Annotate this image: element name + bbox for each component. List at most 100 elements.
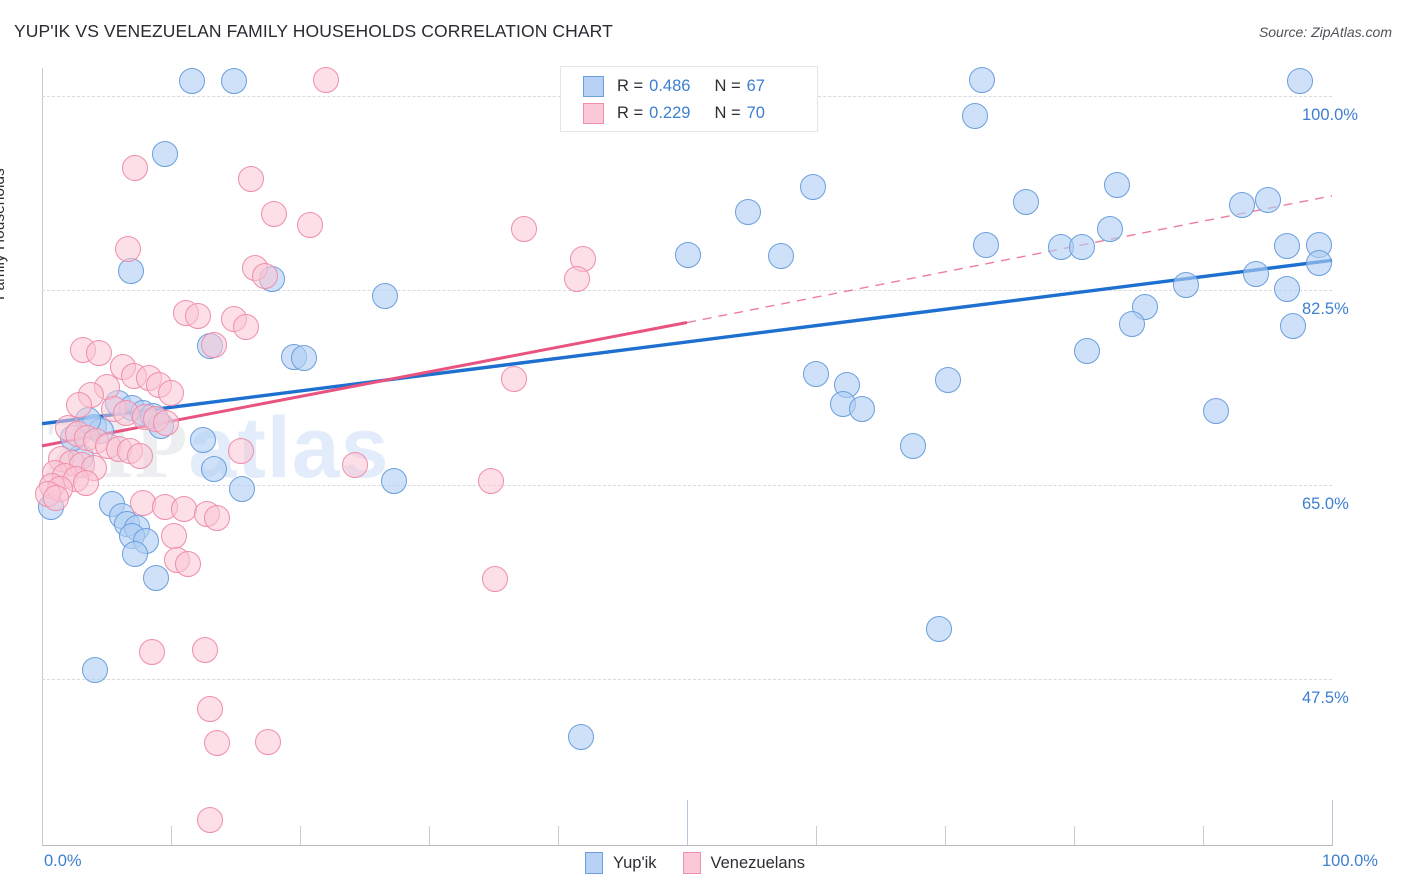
scatter-point[interactable] (297, 211, 324, 238)
r-value-yupik: 0.486 (649, 77, 691, 95)
scatter-point[interactable] (1228, 191, 1255, 218)
scatter-point[interactable] (204, 505, 231, 532)
scatter-point[interactable] (477, 468, 504, 495)
series-legend-item-venezuelans[interactable]: Venezuelans (682, 852, 805, 874)
scatter-point[interactable] (252, 262, 279, 289)
scatter-point[interactable] (115, 236, 142, 263)
scatter-point[interactable] (372, 282, 399, 309)
scatter-point[interactable] (196, 696, 223, 723)
n-value-venezuelans: 70 (746, 104, 765, 122)
scatter-point[interactable] (158, 379, 184, 406)
gridline (42, 290, 1332, 292)
scatter-point[interactable] (1073, 338, 1100, 365)
scatter-point[interactable] (174, 550, 201, 577)
legend-swatch-venezuelans (583, 103, 604, 124)
scatter-point[interactable] (81, 657, 108, 684)
series-legend-item-yupik[interactable]: Yup'ik (585, 852, 657, 874)
scatter-point[interactable] (511, 216, 538, 243)
scatter-point[interactable] (312, 67, 339, 94)
x-tick (687, 800, 688, 845)
scatter-point[interactable] (342, 451, 369, 478)
scatter-point[interactable] (152, 409, 179, 436)
scatter-point[interactable] (1097, 216, 1124, 243)
scatter-point[interactable] (72, 469, 99, 496)
scatter-point[interactable] (237, 166, 264, 193)
scatter-point[interactable] (254, 728, 281, 755)
x-tick (558, 826, 559, 845)
scatter-point[interactable] (849, 396, 876, 423)
scatter-point[interactable] (261, 200, 288, 227)
scatter-point[interactable] (160, 522, 187, 549)
scatter-point[interactable] (564, 266, 591, 293)
scatter-point[interactable] (800, 173, 827, 200)
source-attribution: Source: ZipAtlas.com (1258, 24, 1392, 40)
scatter-point[interactable] (142, 565, 169, 592)
scatter-point[interactable] (1286, 68, 1313, 95)
scatter-point[interactable] (768, 242, 795, 269)
correlation-legend-row-yupik: R = 0.486 N = 67 (583, 74, 765, 99)
scatter-point[interactable] (129, 489, 156, 516)
scatter-point[interactable] (290, 345, 317, 372)
x-axis-max-label: 100.0% (1322, 852, 1378, 870)
scatter-point[interactable] (1273, 276, 1300, 303)
scatter-point[interactable] (1013, 189, 1040, 216)
scatter-point[interactable] (127, 442, 154, 469)
series-legend: Yup'ik Venezuelans (585, 852, 831, 874)
scatter-point[interactable] (381, 468, 408, 495)
series-label-yupik: Yup'ik (613, 853, 657, 872)
scatter-point[interactable] (151, 140, 178, 167)
x-tick (1203, 826, 1204, 845)
scatter-point[interactable] (85, 339, 112, 366)
scatter-point[interactable] (1306, 249, 1333, 276)
scatter-point[interactable] (191, 637, 218, 664)
scatter-point[interactable] (232, 313, 259, 340)
legend-swatch-yupik (583, 76, 604, 97)
scatter-point[interactable] (1103, 171, 1130, 198)
trendline-solid (41, 258, 1333, 426)
r-label-venezuelans: R = (617, 104, 644, 122)
scatter-point[interactable] (1242, 260, 1269, 287)
r-label-yupik: R = (617, 77, 644, 95)
scatter-point[interactable] (190, 427, 217, 454)
scatter-point[interactable] (1119, 310, 1146, 337)
n-label-yupik: N = (714, 77, 741, 95)
scatter-point[interactable] (200, 331, 227, 358)
scatter-point[interactable] (934, 367, 961, 394)
scatter-point[interactable] (734, 199, 761, 226)
scatter-point[interactable] (1254, 187, 1281, 214)
scatter-point[interactable] (481, 566, 508, 593)
scatter-point[interactable] (1173, 271, 1200, 298)
scatter-point[interactable] (200, 456, 227, 483)
scatter-point[interactable] (1068, 233, 1095, 260)
scatter-point[interactable] (66, 391, 93, 418)
scatter-point[interactable] (803, 360, 829, 387)
scatter-point[interactable] (178, 68, 205, 95)
y-tick-label: 82.5% (1302, 300, 1349, 319)
scatter-point[interactable] (973, 231, 1000, 258)
n-value-yupik: 67 (746, 77, 765, 95)
scatter-point[interactable] (196, 807, 223, 834)
scatter-point[interactable] (121, 155, 148, 182)
scatter-point[interactable] (138, 638, 165, 665)
scatter-point[interactable] (227, 438, 254, 465)
scatter-point[interactable] (221, 68, 248, 95)
scatter-point[interactable] (961, 102, 988, 129)
scatter-point[interactable] (43, 485, 70, 512)
scatter-point[interactable] (185, 302, 212, 329)
scatter-point[interactable] (170, 496, 197, 523)
scatter-point[interactable] (228, 476, 255, 503)
scatter-point[interactable] (121, 540, 148, 567)
y-tick-label: 100.0% (1302, 105, 1358, 124)
scatter-point[interactable] (969, 67, 996, 94)
scatter-point[interactable] (1280, 312, 1307, 339)
scatter-point[interactable] (1273, 232, 1300, 259)
scatter-point[interactable] (204, 729, 231, 756)
x-tick (945, 826, 946, 845)
scatter-point[interactable] (899, 432, 926, 459)
scatter-point[interactable] (925, 616, 952, 643)
scatter-point[interactable] (568, 724, 595, 751)
scatter-point[interactable] (1202, 398, 1229, 425)
scatter-point[interactable] (675, 241, 702, 268)
scatter-point[interactable] (501, 366, 528, 393)
x-tick (42, 826, 43, 845)
